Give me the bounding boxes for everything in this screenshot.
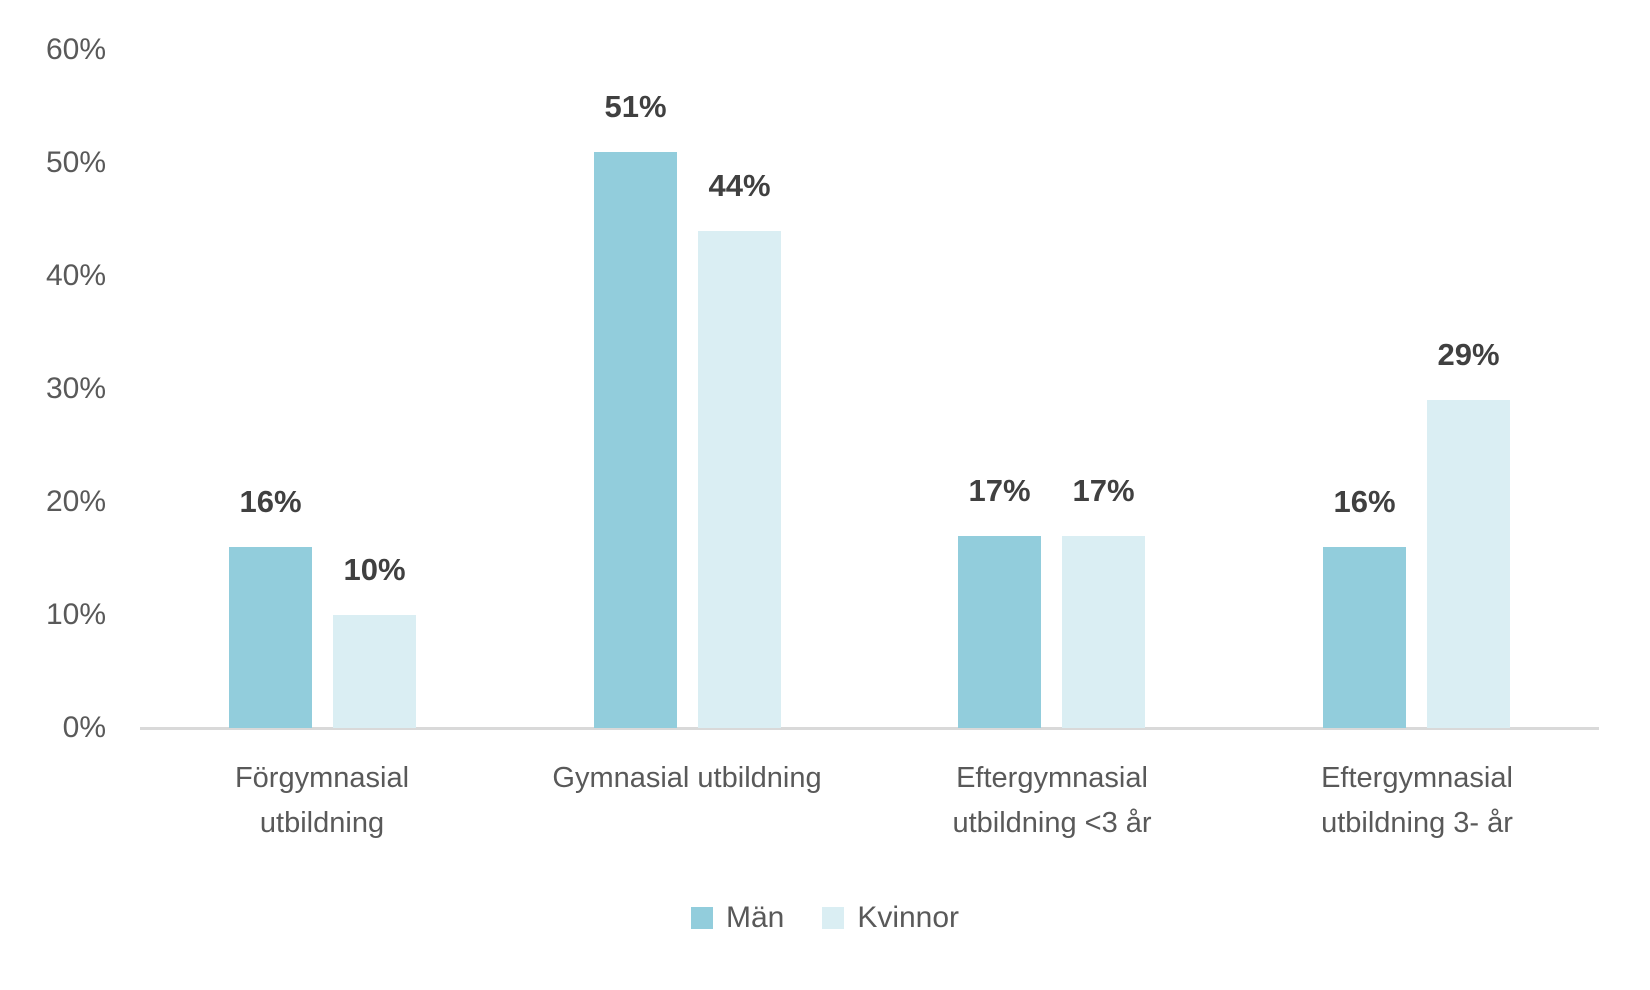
category-label-1: Gymnasial utbildning xyxy=(552,762,822,794)
bar-kvinnor-3 xyxy=(1427,400,1510,728)
bar-value-label-kvinnor-1: 44% xyxy=(708,168,771,203)
bar-value-label-man-3: 16% xyxy=(1333,484,1396,519)
bar-value-label-kvinnor-0: 10% xyxy=(343,552,406,587)
bar-man-3 xyxy=(1323,547,1406,728)
bar-man-1 xyxy=(594,152,677,728)
bar-value-label-kvinnor-3: 29% xyxy=(1437,337,1500,372)
legend: Män Kvinnor xyxy=(0,901,1650,935)
bar-man-2 xyxy=(958,536,1041,728)
category-label-0: Förgymnasial utbildning xyxy=(234,762,410,839)
category-label-3: Eftergymnasial utbildning 3- år xyxy=(1321,762,1513,839)
bar-man-0 xyxy=(229,547,312,728)
legend-label-man: Män xyxy=(725,901,785,934)
legend-item-kvinnor: Kvinnor xyxy=(822,901,959,935)
y-tick-label: 60% xyxy=(45,33,106,66)
legend-swatch-kvinnor xyxy=(822,907,845,929)
bar-value-label-man-2: 17% xyxy=(968,473,1031,508)
bar-value-label-man-0: 16% xyxy=(239,484,302,519)
y-tick-label: 50% xyxy=(45,146,106,179)
bar-kvinnor-1 xyxy=(698,231,781,728)
y-tick-label: 40% xyxy=(45,259,106,292)
bar-value-label-man-1: 51% xyxy=(604,89,667,124)
bar-kvinnor-0 xyxy=(333,615,416,728)
y-tick-label: 10% xyxy=(45,598,106,631)
y-tick-label: 30% xyxy=(45,372,106,405)
y-tick-label: 0% xyxy=(62,711,106,744)
y-tick-label: 20% xyxy=(45,485,106,518)
bar-value-label-kvinnor-2: 17% xyxy=(1072,473,1135,508)
x-axis-line xyxy=(140,727,1599,730)
legend-item-man: Män xyxy=(690,901,785,935)
legend-label-kvinnor: Kvinnor xyxy=(857,901,960,934)
category-label-2: Eftergymnasial utbildning <3 år xyxy=(952,762,1152,839)
legend-swatch-man xyxy=(690,907,713,929)
bar-kvinnor-2 xyxy=(1062,536,1145,728)
